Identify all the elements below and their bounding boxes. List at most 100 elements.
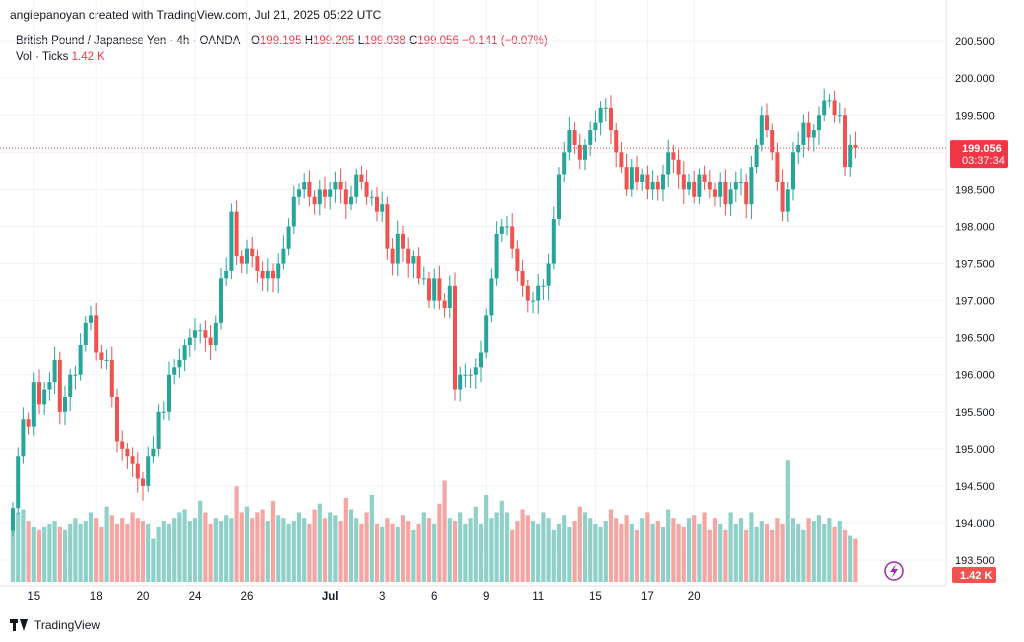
candle <box>411 250 416 279</box>
candle-body <box>250 248 255 257</box>
volume-bar <box>718 524 723 582</box>
volume-bar <box>16 512 21 582</box>
price-axis[interactable]: 200.500200.000199.500199.000198.500198.0… <box>955 36 995 567</box>
volume-bar <box>395 526 400 582</box>
candle <box>479 340 483 383</box>
candle-body <box>832 100 837 116</box>
volume-bar <box>421 512 426 582</box>
time-tick-label: 9 <box>483 591 489 603</box>
candle-body <box>213 322 218 346</box>
candle <box>359 165 364 190</box>
volume-bar <box>681 526 686 582</box>
volume-bar <box>109 515 114 582</box>
volume-bar <box>400 515 406 582</box>
time-tick-label: 6 <box>431 591 437 603</box>
candle-body <box>401 233 405 249</box>
volume-bar <box>624 515 629 582</box>
volume-bar <box>822 524 827 582</box>
candle-body <box>42 389 47 405</box>
candle-body <box>645 174 650 190</box>
volume-bar <box>333 515 338 582</box>
candle-body <box>146 456 151 486</box>
volume-bar <box>208 524 213 582</box>
volume-bar <box>374 524 380 582</box>
candle-body <box>775 152 780 182</box>
candle <box>676 149 681 189</box>
volume-bar <box>99 526 104 582</box>
candle-body <box>505 226 509 228</box>
price-tick-label: 197.000 <box>955 296 995 308</box>
candle <box>141 471 145 501</box>
volume-bar <box>785 460 790 582</box>
candle-body <box>312 196 317 205</box>
last-price-tag-bg <box>950 140 1008 169</box>
volume-bar <box>104 506 109 582</box>
candle-body <box>588 130 593 145</box>
candle <box>234 200 239 266</box>
price-tick-label: 197.500 <box>955 259 995 271</box>
candle <box>385 196 390 260</box>
candle <box>536 273 541 314</box>
volume-bar <box>588 518 593 582</box>
volume-bars <box>10 460 858 582</box>
candle-body <box>666 152 671 175</box>
volume-bar <box>182 509 187 582</box>
candle-body <box>572 130 577 145</box>
flash-icon[interactable] <box>884 561 904 581</box>
candle <box>832 90 837 123</box>
volume-bar <box>551 529 556 582</box>
candle-body <box>411 256 416 264</box>
volume-bar <box>276 515 281 582</box>
candle-body <box>437 278 442 301</box>
candle-body <box>395 233 400 264</box>
volume-bar <box>385 518 390 582</box>
volume-bar <box>239 512 244 582</box>
candle <box>759 106 764 152</box>
candle-body <box>713 189 717 197</box>
volume-bar <box>832 526 837 582</box>
candle-body <box>317 189 322 205</box>
candle <box>286 218 291 256</box>
candle-body <box>130 456 135 464</box>
candle <box>510 213 515 259</box>
time-tick-label: 17 <box>641 591 654 603</box>
candle <box>250 236 255 268</box>
volume-bar <box>88 512 94 582</box>
time-tick-label: 18 <box>90 591 103 603</box>
candle-body <box>499 226 504 234</box>
candle <box>177 348 182 378</box>
volume-bar <box>634 529 640 582</box>
candle-body <box>536 285 541 301</box>
time-axis[interactable]: 15 18 20 24 26 Jul 3 6 9 11 15 17 20 <box>27 591 700 603</box>
volume-bar <box>328 512 333 582</box>
volume-bar <box>510 529 515 582</box>
candle-body <box>234 211 239 257</box>
candle-body <box>78 345 83 375</box>
candle-body <box>733 181 738 190</box>
candle-body <box>99 352 104 360</box>
candle-body <box>193 330 197 338</box>
candle <box>421 266 426 286</box>
candle <box>707 170 712 199</box>
volume-label[interactable]: Vol · Ticks <box>16 51 69 63</box>
tradingview-logo-icon <box>10 619 28 631</box>
candle <box>853 131 858 159</box>
candle <box>593 110 598 142</box>
candle <box>125 442 130 469</box>
candle-body <box>640 174 645 182</box>
candle <box>775 142 780 191</box>
candle-body <box>635 167 639 182</box>
price-tick-label: 196.500 <box>955 333 995 345</box>
candle <box>37 369 41 415</box>
candle <box>723 169 728 216</box>
candle <box>276 253 281 294</box>
volume-bar <box>426 518 432 582</box>
volume-bar <box>125 524 130 582</box>
volume-bar <box>296 512 302 582</box>
candle <box>650 170 655 200</box>
volume-bar <box>203 512 208 582</box>
volume-bar <box>655 521 660 582</box>
volume-bar <box>260 509 265 582</box>
volume-bar <box>322 518 328 582</box>
